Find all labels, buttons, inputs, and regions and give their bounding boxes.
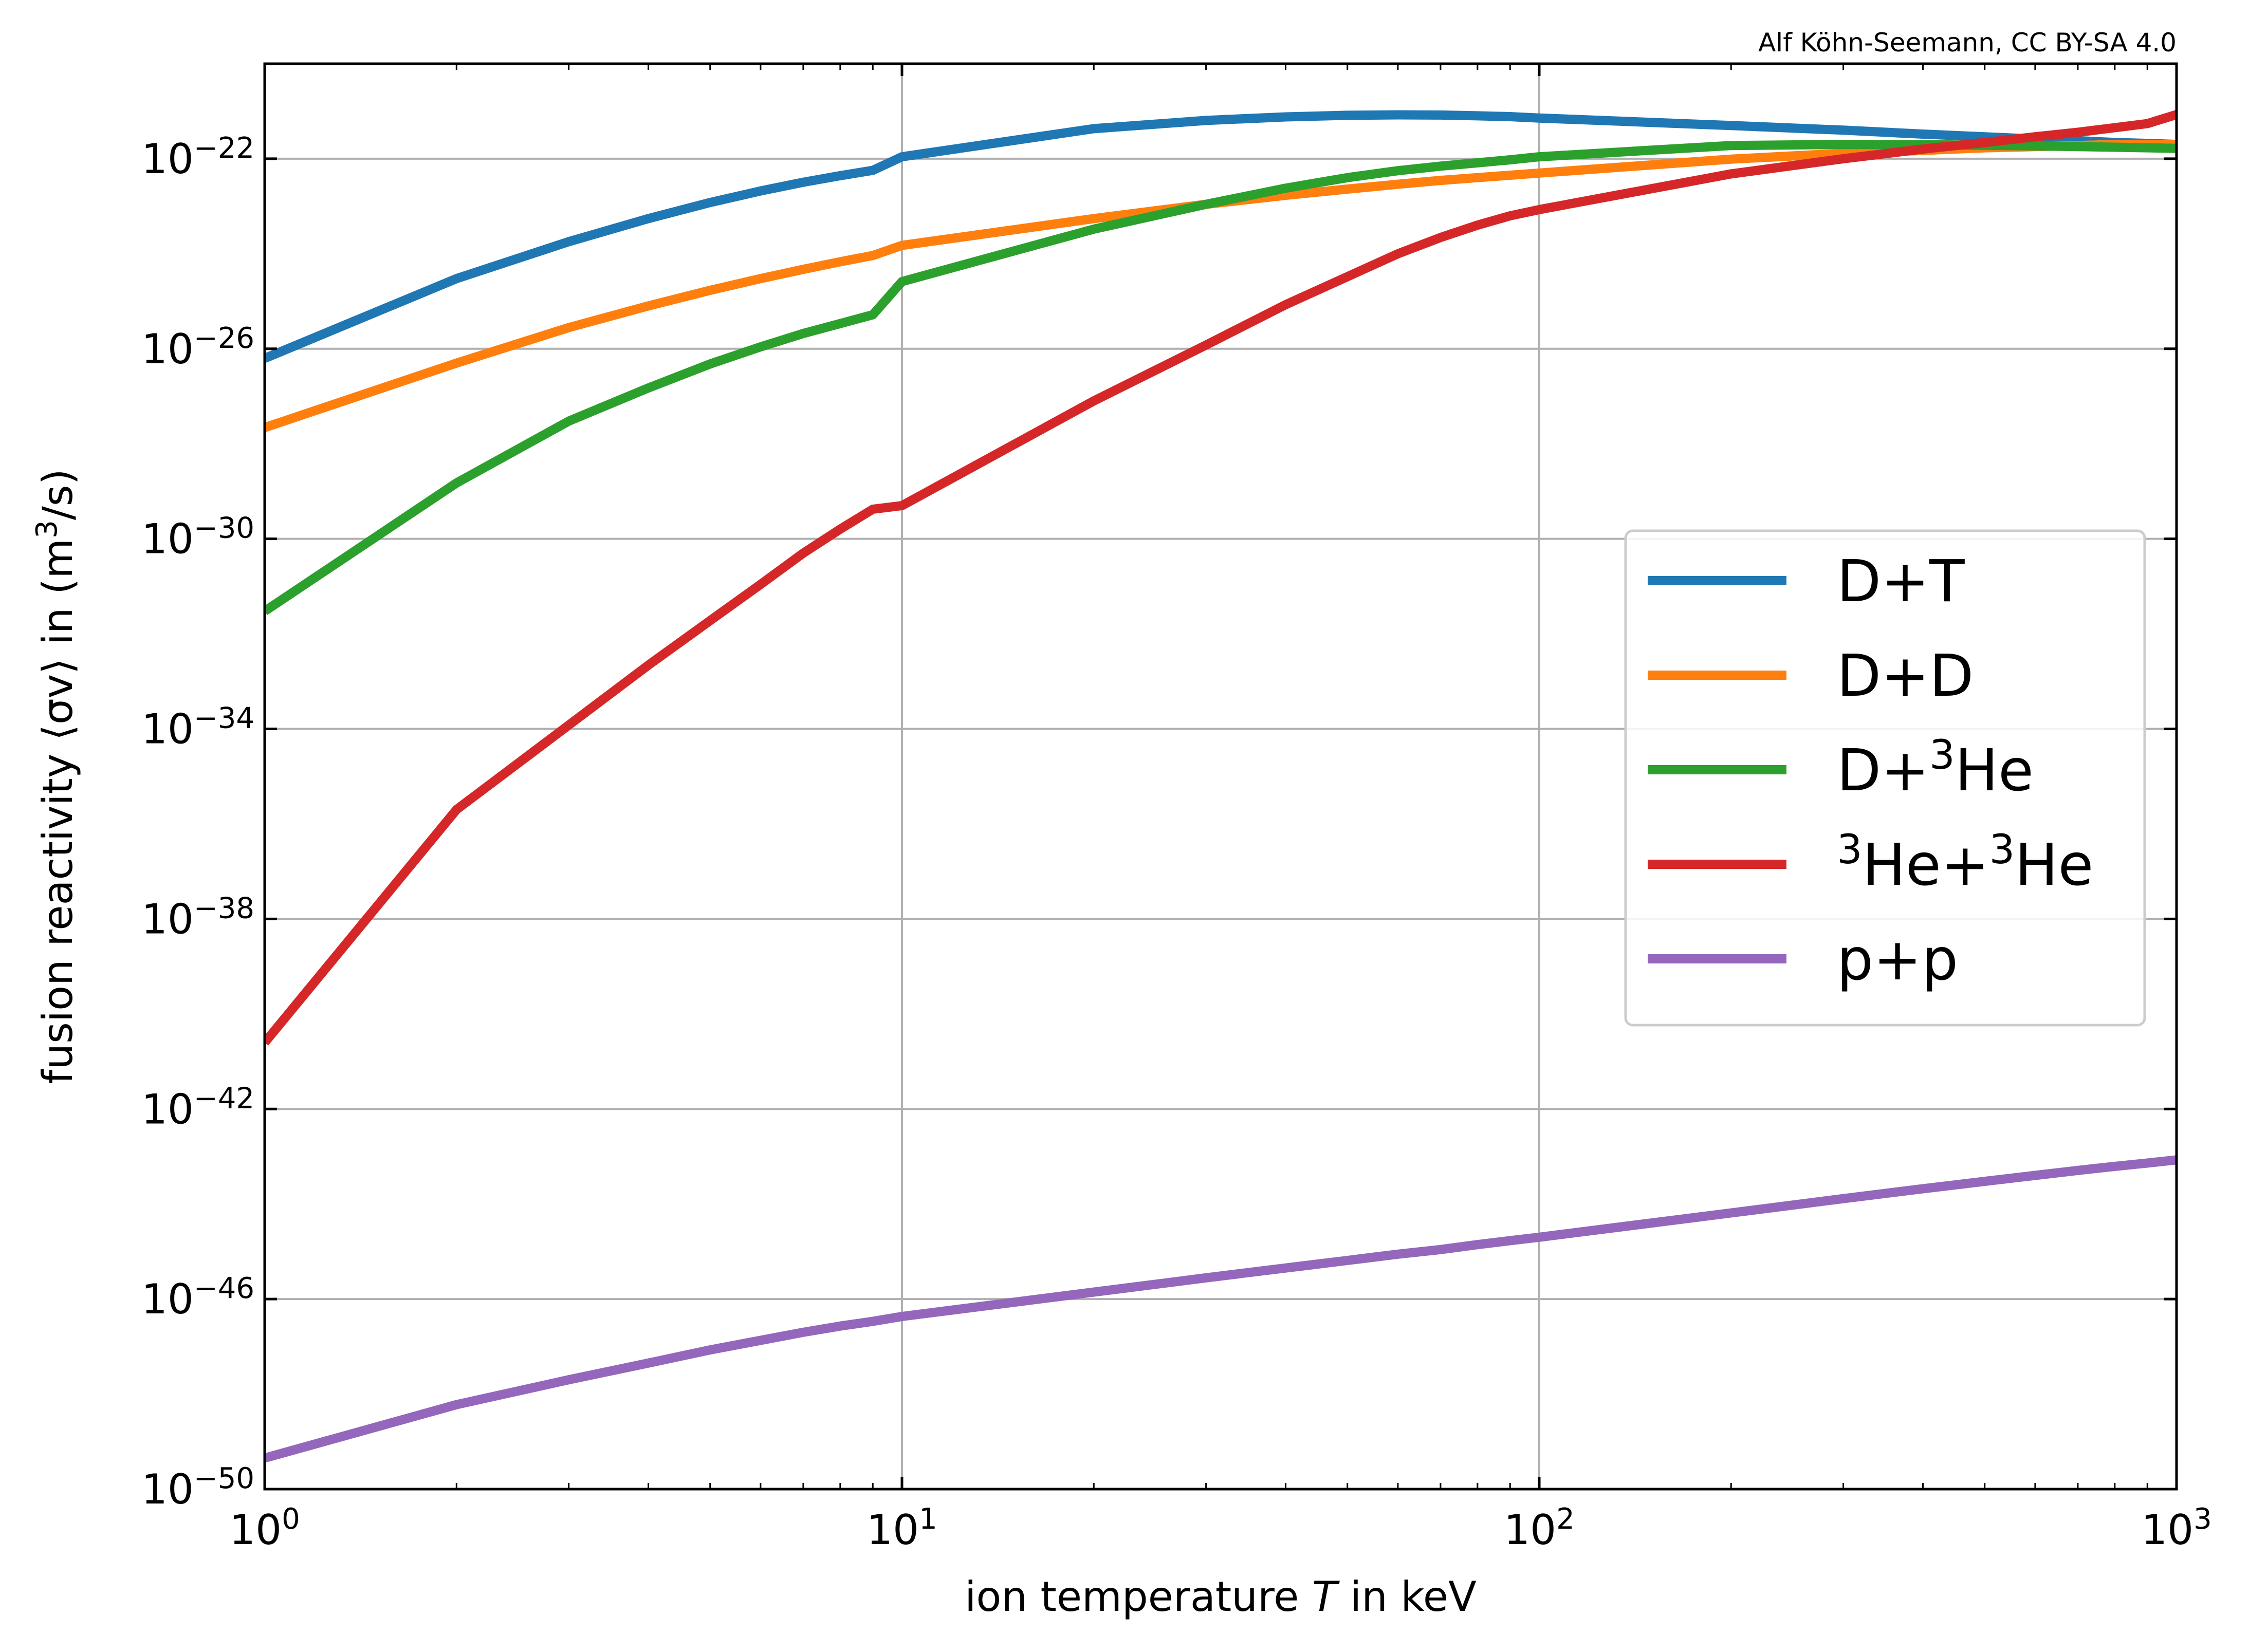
legend-box — [1624, 529, 2146, 1027]
y-tick-label: 10−22 — [141, 132, 254, 183]
data-lines — [265, 110, 2177, 1463]
y-tick-label: 10−50 — [141, 1462, 254, 1513]
y-tick-label: 10−38 — [141, 892, 254, 943]
x-tick-labels: 100 101 102 103 — [229, 1502, 2211, 1554]
y-axis-label: fusion reactivity ⟨σv⟩ in (m3/s) — [30, 469, 82, 1084]
y-tick-labels: 10−50 10−46 10−42 10−38 10−34 10−30 10−26 10−22 — [141, 132, 254, 1513]
plot-frame — [263, 62, 2178, 1491]
credit-text: Alf Köhn-Seemann, CC BY-SA 4.0 — [1758, 28, 2177, 58]
legend-label: 3He+3He — [1837, 827, 2093, 899]
legend-label: D+3He — [1837, 732, 2034, 804]
y-tick-label: 10−42 — [141, 1082, 254, 1133]
axis-ticks — [263, 64, 2178, 1491]
y-tick-label: 10−34 — [141, 702, 254, 753]
x-tick-label: 100 — [229, 1502, 300, 1554]
legend: D+T D+D D+3He 3He+3He p+p — [1624, 529, 2146, 1027]
x-axis-label: ion temperature T in keV — [965, 1573, 1477, 1621]
x-tick-label: 103 — [2141, 1502, 2211, 1554]
series-line-2 — [265, 140, 2177, 615]
x-tick-label: 102 — [1504, 1502, 1574, 1554]
y-tick-label: 10−46 — [141, 1272, 254, 1323]
series-line-3 — [265, 110, 2177, 1046]
y-tick-label: 10−26 — [141, 322, 254, 373]
y-tick-label: 10−30 — [141, 512, 254, 563]
legend-label: D+T — [1837, 548, 1965, 615]
x-tick-label: 101 — [867, 1502, 937, 1554]
legend-label: D+D — [1837, 643, 1974, 710]
legend-label: p+p — [1837, 926, 1958, 993]
series-line-4 — [265, 1155, 2177, 1463]
